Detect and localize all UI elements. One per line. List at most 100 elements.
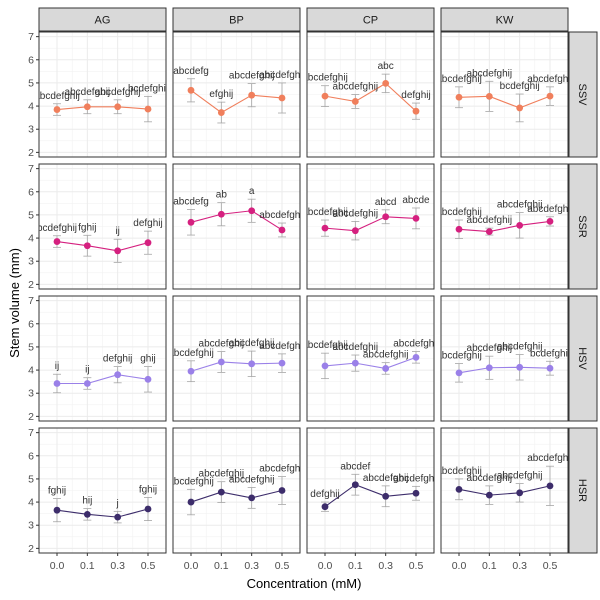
data-point — [53, 106, 61, 113]
panel-border — [38, 427, 167, 554]
y-tick-label: 4 — [28, 101, 34, 113]
data-point — [321, 92, 329, 100]
data-point — [144, 105, 152, 113]
x-tick-label: 0.5 — [275, 560, 290, 572]
data-point — [485, 491, 493, 499]
y-tick-label: 7 — [28, 295, 34, 307]
y-tick-label: 2 — [28, 411, 34, 423]
data-point — [144, 239, 152, 247]
significance-label: abc — [378, 61, 394, 72]
data-point — [278, 94, 286, 102]
significance-label: fghij — [48, 486, 66, 497]
data-point — [382, 79, 390, 87]
series-line — [458, 220, 551, 233]
significance-label: abcd — [375, 197, 397, 208]
row-strip-ssr — [568, 163, 598, 290]
panel-border — [38, 295, 167, 422]
data-point — [278, 226, 286, 234]
significance-label: abcdefghij — [229, 338, 275, 349]
significance-label: abcdefghij — [393, 339, 439, 350]
panel-border — [38, 163, 167, 290]
row-strip-label-hsr: HSR — [576, 479, 588, 502]
data-point — [114, 103, 122, 111]
significance-label: abcdefghij — [333, 342, 379, 353]
data-point — [485, 364, 493, 372]
significance-label: abcdefghij — [467, 473, 513, 484]
data-point — [53, 506, 61, 514]
data-point — [187, 218, 195, 226]
panel-border — [172, 295, 301, 422]
y-tick-label: 7 — [28, 427, 34, 439]
row-strip-label-ssr: SSR — [576, 215, 588, 238]
panel-border — [440, 295, 569, 422]
significance-label: ab — [216, 190, 228, 201]
significance-label: ij — [55, 361, 59, 372]
data-point — [248, 91, 256, 99]
significance-label: abcdefg — [173, 66, 209, 77]
y-tick-label: 7 — [28, 163, 34, 175]
data-point — [412, 489, 420, 497]
y-axis-title: Stem volume (mm) — [7, 248, 22, 358]
data-point — [516, 489, 524, 497]
column-strip-cp — [306, 7, 435, 32]
data-point — [321, 503, 329, 511]
significance-label: bcdefghij — [37, 223, 77, 234]
data-point — [248, 360, 256, 368]
data-point — [321, 362, 329, 370]
data-point — [53, 238, 61, 245]
series-line — [458, 485, 551, 496]
data-point — [455, 369, 463, 377]
significance-label: abcdefghij — [436, 74, 482, 85]
x-tick-label: 0.0 — [318, 560, 333, 572]
row-strip-label-ssv: SSV — [576, 83, 588, 106]
x-tick-label: 0.5 — [409, 560, 424, 572]
significance-label: abcdefghij — [302, 340, 348, 351]
significance-label: abcdefghij — [199, 469, 245, 480]
y-tick-label: 7 — [28, 31, 34, 43]
data-point — [114, 247, 122, 255]
data-point — [217, 358, 225, 366]
data-point — [455, 485, 463, 493]
x-tick-label: 0.0 — [184, 560, 199, 572]
column-strip-label-ag: AG — [95, 15, 111, 27]
panel-marks: ij ij defghij ghij — [53, 354, 156, 394]
panels-layer: AG BP CP KW SSV SSR HSV HSR 2 3 4 5 6 7 2 3 4 5 6 7 2 3 4 5 6 7 2 3… — [28, 7, 598, 572]
data-point — [217, 488, 225, 496]
panel-marks: abcdefg ab a abcdefghij — [173, 186, 300, 238]
data-point — [321, 224, 329, 232]
significance-label: bcdefghij — [128, 83, 168, 94]
significance-label: abcdefghij — [467, 68, 513, 79]
significance-label: fghij — [139, 484, 157, 495]
data-point — [546, 218, 554, 225]
panel-border — [440, 31, 569, 158]
data-point — [187, 86, 195, 94]
significance-label: abcdefghij — [467, 215, 513, 226]
significance-label: abcdefg — [173, 197, 209, 208]
data-point — [248, 207, 256, 215]
column-strip-bp — [172, 7, 301, 32]
data-point — [351, 359, 359, 367]
y-tick-label: 4 — [28, 365, 34, 377]
y-tick-label: 5 — [28, 77, 34, 89]
data-point — [144, 505, 152, 513]
significance-label: abcdefghij — [363, 350, 409, 361]
y-tick-label: 6 — [28, 450, 34, 462]
y-tick-label: 5 — [28, 209, 34, 221]
y-tick-label: 6 — [28, 186, 34, 198]
column-strip-label-bp: BP — [229, 15, 244, 27]
significance-label: fghij — [78, 222, 96, 233]
